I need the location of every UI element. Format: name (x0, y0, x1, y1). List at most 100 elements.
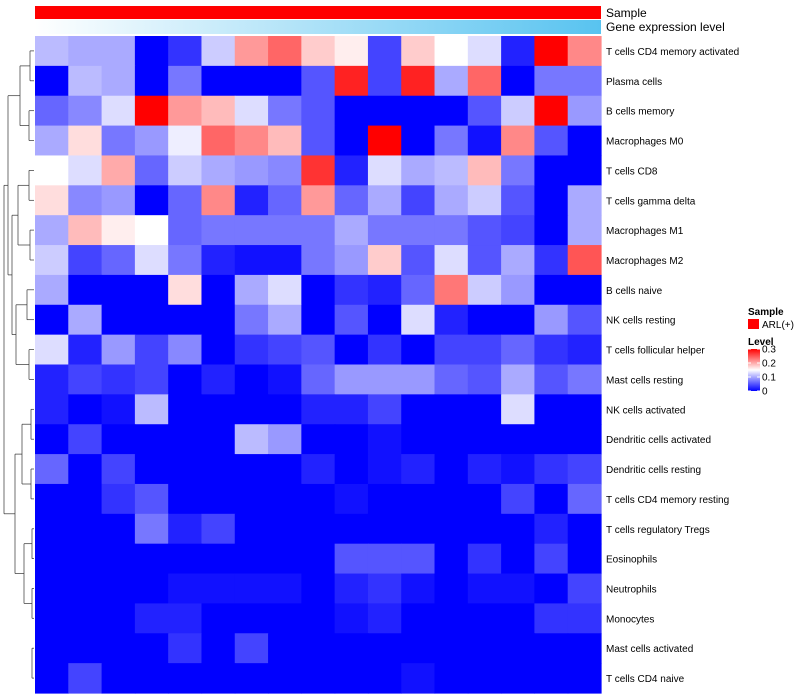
heatmap-cell (567, 424, 602, 455)
heatmap-cell (367, 125, 402, 157)
heatmap-cell (567, 125, 602, 157)
heatmap-cell (68, 663, 103, 694)
heatmap-cell (501, 543, 536, 575)
heatmap-cell (434, 394, 469, 425)
heatmap-cell (168, 245, 203, 276)
heatmap-cell (501, 663, 536, 694)
sample-track-label: Sample (606, 6, 647, 20)
heatmap-cell (401, 513, 436, 545)
heatmap-cell (534, 573, 569, 605)
heatmap-cell (168, 394, 203, 425)
heatmap-cell (168, 125, 203, 157)
heatmap-cell (101, 364, 136, 395)
heatmap-cell (268, 454, 302, 485)
row-label: T cells CD4 memory resting (606, 495, 729, 506)
heatmap-cell (35, 454, 69, 485)
heatmap-cell (567, 394, 602, 425)
heatmap-cell (434, 513, 469, 545)
heatmap-cell (501, 633, 536, 664)
heatmap-cell (234, 185, 269, 216)
row-label: T cells CD4 memory activated (606, 47, 739, 58)
row-label: Monocytes (606, 614, 654, 625)
heatmap-cell (467, 663, 502, 694)
legend-tick-label: 0.2 (762, 359, 776, 370)
row-label: Macrophages M2 (606, 256, 684, 267)
heatmap-cell (101, 424, 136, 455)
heatmap-cell (334, 334, 369, 366)
heatmap-cell (567, 454, 602, 485)
heatmap-cell (367, 573, 402, 605)
heatmap-cell (268, 603, 302, 634)
heatmap-cell (434, 633, 469, 664)
row-label: Neutrophils (606, 585, 657, 596)
heatmap-cell (534, 454, 569, 485)
heatmap-cell (301, 334, 336, 366)
legend: Sample ARL(+) Level 0.3 0.2 0.1 0 (748, 307, 794, 398)
heatmap-cell (501, 454, 536, 485)
heatmap-cell (68, 633, 103, 664)
heatmap-cell (201, 633, 236, 664)
heatmap-cell (234, 36, 269, 67)
heatmap-cell (467, 633, 502, 664)
heatmap-cell (101, 185, 136, 216)
heatmap-cell (134, 663, 169, 694)
heatmap-cell (168, 424, 203, 455)
heatmap-cell (268, 65, 302, 97)
heatmap-cell (234, 424, 269, 455)
row-label: Macrophages M0 (606, 137, 684, 148)
heatmap-cell (534, 424, 569, 455)
heatmap-cell (434, 334, 469, 366)
heatmap-cell (101, 543, 136, 575)
heatmap-cell (434, 245, 469, 276)
heatmap-cell (168, 215, 203, 246)
heatmap-cell (101, 513, 136, 545)
row-label: B cells memory (606, 107, 674, 118)
heatmap-cell (268, 125, 302, 157)
legend-sample-item-label: ARL(+) (762, 320, 794, 331)
heatmap-cell (434, 663, 469, 694)
heatmap-cell (234, 543, 269, 575)
heatmap-cell (301, 633, 336, 664)
heatmap-cell (301, 543, 336, 575)
heatmap-cell (35, 663, 69, 694)
heatmap-cell (501, 483, 536, 515)
heatmap-cell (101, 215, 136, 246)
heatmap-cell (301, 603, 336, 634)
heatmap-cell (501, 334, 536, 366)
heatmap-cell (367, 65, 402, 97)
heatmap-cell (401, 663, 436, 694)
heatmap-cell (367, 603, 402, 634)
heatmap-cell (567, 65, 602, 97)
heatmap-cell (501, 155, 536, 186)
heatmap-cell (434, 36, 469, 67)
heatmap-cell (168, 274, 203, 306)
heatmap-cell (467, 603, 502, 634)
heatmap-cell (467, 125, 502, 157)
heatmap-cell (134, 95, 169, 127)
heatmap-cell (68, 65, 103, 97)
heatmap-cell (201, 304, 236, 336)
heatmap-cell (101, 394, 136, 425)
heatmap-cell (268, 215, 302, 246)
legend-level-colorbar (748, 349, 760, 391)
heatmap-cell (367, 304, 402, 336)
heatmap-cell (134, 603, 169, 634)
heatmap-cell (301, 573, 336, 605)
heatmap-cell (467, 185, 502, 216)
heatmap-cell (68, 394, 103, 425)
heatmap-cell (201, 663, 236, 694)
heatmap-cell (168, 334, 203, 366)
heatmap-cell (501, 215, 536, 246)
heatmap-cell (234, 573, 269, 605)
heatmap-cell (334, 424, 369, 455)
heatmap-cell (301, 125, 336, 157)
heatmap-cell (534, 304, 569, 336)
heatmap-cell (234, 513, 269, 545)
heatmap-cell (268, 513, 302, 545)
heatmap-cell (334, 633, 369, 664)
heatmap-cell (68, 215, 103, 246)
row-label: Dendritic cells resting (606, 465, 701, 476)
heatmap-cell (68, 424, 103, 455)
heatmap-cell (467, 573, 502, 605)
heatmap-cell (134, 394, 169, 425)
